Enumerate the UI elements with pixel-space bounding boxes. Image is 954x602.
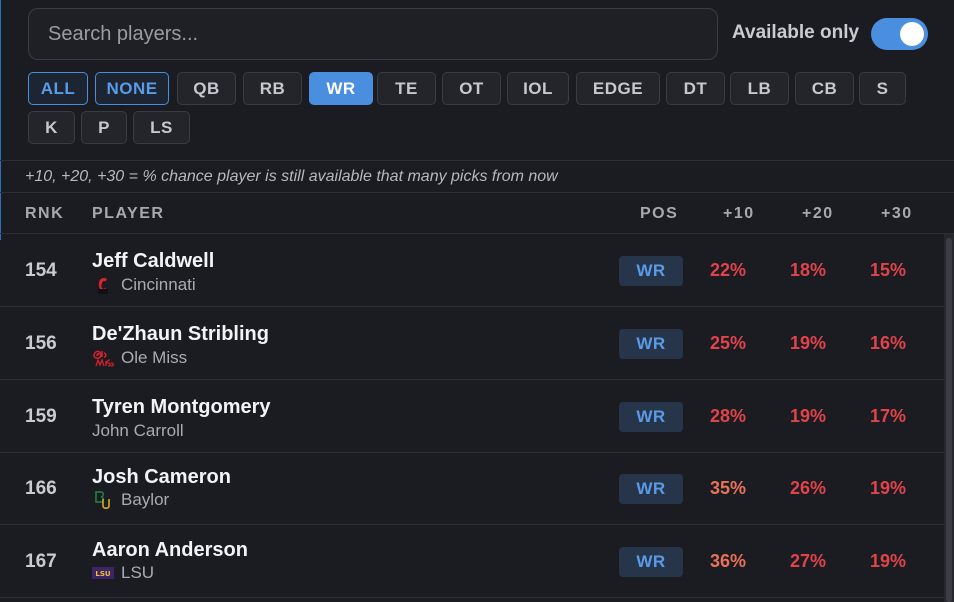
player-name: Jeff Caldwell [92,250,215,272]
svg-text:LSU: LSU [95,570,111,578]
chance-plus30: 19% [870,478,907,498]
table-row[interactable]: 154 Jeff Caldwell Cincinnati WR 22% 18% … [0,234,944,307]
position-badge: WR [619,256,683,286]
player-name: Aaron Anderson [92,539,248,561]
chance-plus30: 19% [870,551,907,571]
position-filter-iol[interactable]: IOL [507,72,569,105]
player-rank: 156 [25,333,57,354]
column-header-plus20[interactable]: +20 [802,205,834,222]
player-school: Cincinnati [92,275,196,295]
player-school: Ole Miss [92,348,187,368]
chance-plus10: 36% [710,551,747,571]
position-filter-dt[interactable]: DT [666,72,725,105]
chance-plus20: 19% [790,406,827,426]
chance-plus10: 25% [710,333,747,353]
chance-plus20: 18% [790,260,827,280]
player-rank: 166 [25,478,57,499]
position-filter-rb[interactable]: RB [243,72,302,105]
position-filter-wr[interactable]: WR [309,72,373,105]
available-only-label: Available only [732,22,860,43]
position-filter-p[interactable]: P [81,111,127,144]
player-rank: 159 [25,406,57,427]
player-rank: 154 [25,260,57,281]
position-filter-te[interactable]: TE [377,72,436,105]
player-name: Tyren Montgomery [92,396,271,418]
position-filter-qb[interactable]: QB [177,72,236,105]
column-header-plus30[interactable]: +30 [881,205,913,222]
position-filter-ot[interactable]: OT [442,72,501,105]
column-header-plus10[interactable]: +10 [723,205,755,222]
table-row[interactable]: 167 Aaron Anderson LSU LSU WR 36% 27% 19… [0,525,944,598]
column-header-pos[interactable]: POS [640,205,679,222]
player-rank: 167 [25,551,57,572]
position-filter-edge[interactable]: EDGE [576,72,660,105]
position-filter-k[interactable]: K [28,111,75,144]
table-scrollbar[interactable] [944,234,954,602]
chance-plus30: 16% [870,333,907,353]
player-name: De'Zhaun Stribling [92,323,269,345]
school-name: Ole Miss [121,348,188,367]
available-only-toggle[interactable] [871,18,928,50]
school-name: Baylor [121,490,170,509]
chance-plus20: 19% [790,333,827,353]
position-badge: WR [619,329,683,359]
player-name: Josh Cameron [92,466,231,488]
school-name: LSU [121,563,155,582]
player-school: LSU LSU [92,563,154,583]
chance-plus10: 28% [710,406,747,426]
ole-miss-logo-icon [92,348,114,368]
chance-plus20: 27% [790,551,827,571]
search-box[interactable] [28,8,718,60]
table-row[interactable]: 156 De'Zhaun Stribling Ole Miss WR 25% 1… [0,307,944,380]
cincinnati-logo-icon [92,275,114,295]
chance-plus10: 35% [710,478,747,498]
position-badge: WR [619,402,683,432]
player-school: Baylor [92,490,169,510]
position-filter-all[interactable]: ALL [28,72,88,105]
column-header-player[interactable]: PLAYER [92,205,165,222]
position-badge: WR [619,474,683,504]
left-edge-accent [0,0,1,240]
chance-plus10: 22% [710,260,747,280]
player-school: John Carroll [92,421,184,441]
position-filter-ls[interactable]: LS [133,111,190,144]
position-badge: WR [619,547,683,577]
school-name: John Carroll [92,421,184,440]
scrollbar-thumb[interactable] [946,238,952,602]
table-header: RNK PLAYER POS +10 +20 +30 [0,193,954,234]
toggle-knob [900,22,924,46]
chance-plus30: 15% [870,260,907,280]
table-row[interactable]: 159 Tyren Montgomery John Carroll WR 28%… [0,380,944,453]
lsu-logo-icon: LSU [92,563,114,583]
baylor-logo-icon [92,490,114,510]
position-filter-s[interactable]: S [859,72,906,105]
column-header-rank[interactable]: RNK [25,205,65,222]
probability-hint: +10, +20, +30 = % chance player is still… [0,160,954,193]
chance-plus30: 17% [870,406,907,426]
table-row[interactable]: 166 Josh Cameron Baylor WR 35% 26% 19% [0,452,944,525]
position-filter-lb[interactable]: LB [730,72,789,105]
position-filter-none[interactable]: NONE [95,72,169,105]
search-input[interactable] [48,22,717,46]
chance-plus20: 26% [790,478,827,498]
position-filter-cb[interactable]: CB [795,72,854,105]
school-name: Cincinnati [121,275,196,294]
